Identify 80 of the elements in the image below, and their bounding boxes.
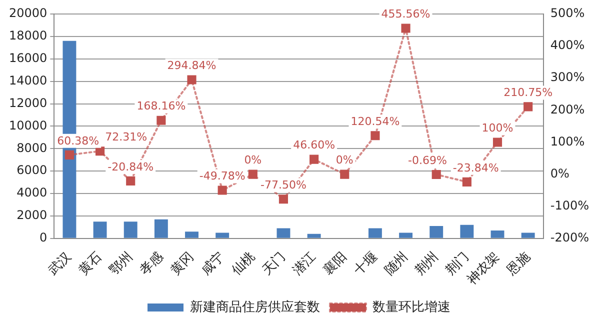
point [248, 170, 258, 179]
point [126, 176, 136, 186]
bar [154, 219, 168, 238]
point [64, 150, 74, 160]
y-tick-label: 4000 [16, 186, 48, 200]
data-label: 72.31% [105, 130, 148, 144]
legend-label: 数量环比增速 [372, 300, 450, 315]
point [370, 131, 380, 140]
y-tick-label: 18000 [8, 28, 48, 43]
y2-tick-label: 500% [550, 6, 585, 20]
x-tick-label: 天门 [259, 248, 289, 279]
data-label: 120.54% [350, 115, 400, 128]
y2-tick-label: 200% [550, 102, 585, 116]
bar [185, 232, 198, 238]
data-label: 0% [244, 154, 262, 167]
y-tick-label: 16000 [8, 51, 48, 66]
y2-tick-label: 100% [550, 134, 585, 148]
x-tick-label: 黄冈 [168, 250, 197, 279]
y2-tick-label: 0% [550, 166, 570, 180]
data-label: -0.69% [408, 154, 447, 167]
x-tick-label: 黄石 [76, 250, 106, 279]
data-label: -20.84% [108, 160, 154, 174]
point [156, 116, 166, 125]
data-label: -49.78% [199, 170, 246, 183]
y-tick-label: 20000 [8, 6, 48, 20]
x-tick-label: 潜江 [290, 250, 320, 279]
bar [276, 228, 290, 238]
point [462, 177, 472, 186]
x-tick-label: 仙桃 [229, 250, 258, 279]
data-label: 455.56% [381, 8, 430, 21]
data-label: 100% [482, 122, 514, 135]
x-tick-label: 咸宁 [198, 248, 228, 279]
point [278, 194, 288, 204]
data-label: -23.84% [452, 161, 499, 174]
y2-tick-label: -200% [550, 230, 590, 245]
point [340, 170, 350, 179]
point [432, 170, 441, 180]
y-tick-label: 0 [40, 230, 48, 245]
data-label: 168.16% [136, 100, 186, 113]
x-tick-label: 恩施 [504, 250, 534, 280]
bar [521, 232, 535, 238]
x-tick-label: 孝感 [137, 250, 166, 279]
point [218, 186, 227, 195]
data-label: 46.60% [293, 138, 336, 152]
x-tick-label: 十堰 [351, 250, 380, 279]
x-tick-label: 襄阳 [320, 248, 350, 279]
bar [430, 226, 444, 238]
x-tick-label: 武汉 [46, 250, 75, 279]
x-tick-label: 荆州 [412, 250, 442, 279]
bar [368, 228, 382, 238]
data-label: 294.84% [167, 59, 216, 72]
bar [216, 232, 230, 238]
legend-label: 新建商品住房供应套数 [190, 298, 320, 315]
bar [460, 224, 474, 238]
point [310, 154, 319, 164]
data-label: -77.50% [260, 178, 306, 192]
y2-tick-label: -100% [550, 198, 590, 212]
y-tick-label: 8000 [16, 140, 48, 155]
bar [490, 230, 504, 238]
bar [93, 222, 107, 238]
bar [399, 232, 413, 238]
y-tick-label: 12000 [8, 96, 48, 110]
y2-tick-label: 300% [550, 70, 585, 84]
y-tick-label: 2000 [16, 208, 48, 222]
point [492, 138, 502, 147]
data-label: 0% [336, 154, 354, 167]
bar [307, 234, 321, 238]
y-tick-label: 10000 [8, 118, 48, 132]
x-tick-label: 随州 [382, 250, 411, 279]
point [401, 24, 410, 33]
point [187, 75, 196, 84]
y-tick-label: 14000 [8, 73, 48, 88]
point [96, 146, 105, 156]
data-label: 210.75% [504, 86, 553, 100]
data-label: 60.38% [57, 134, 100, 148]
x-tick-label: 鄂州 [106, 250, 136, 279]
y-tick-label: 6000 [16, 163, 48, 178]
bar [124, 222, 138, 238]
point [524, 102, 533, 112]
y2-tick-label: 400% [550, 38, 585, 52]
